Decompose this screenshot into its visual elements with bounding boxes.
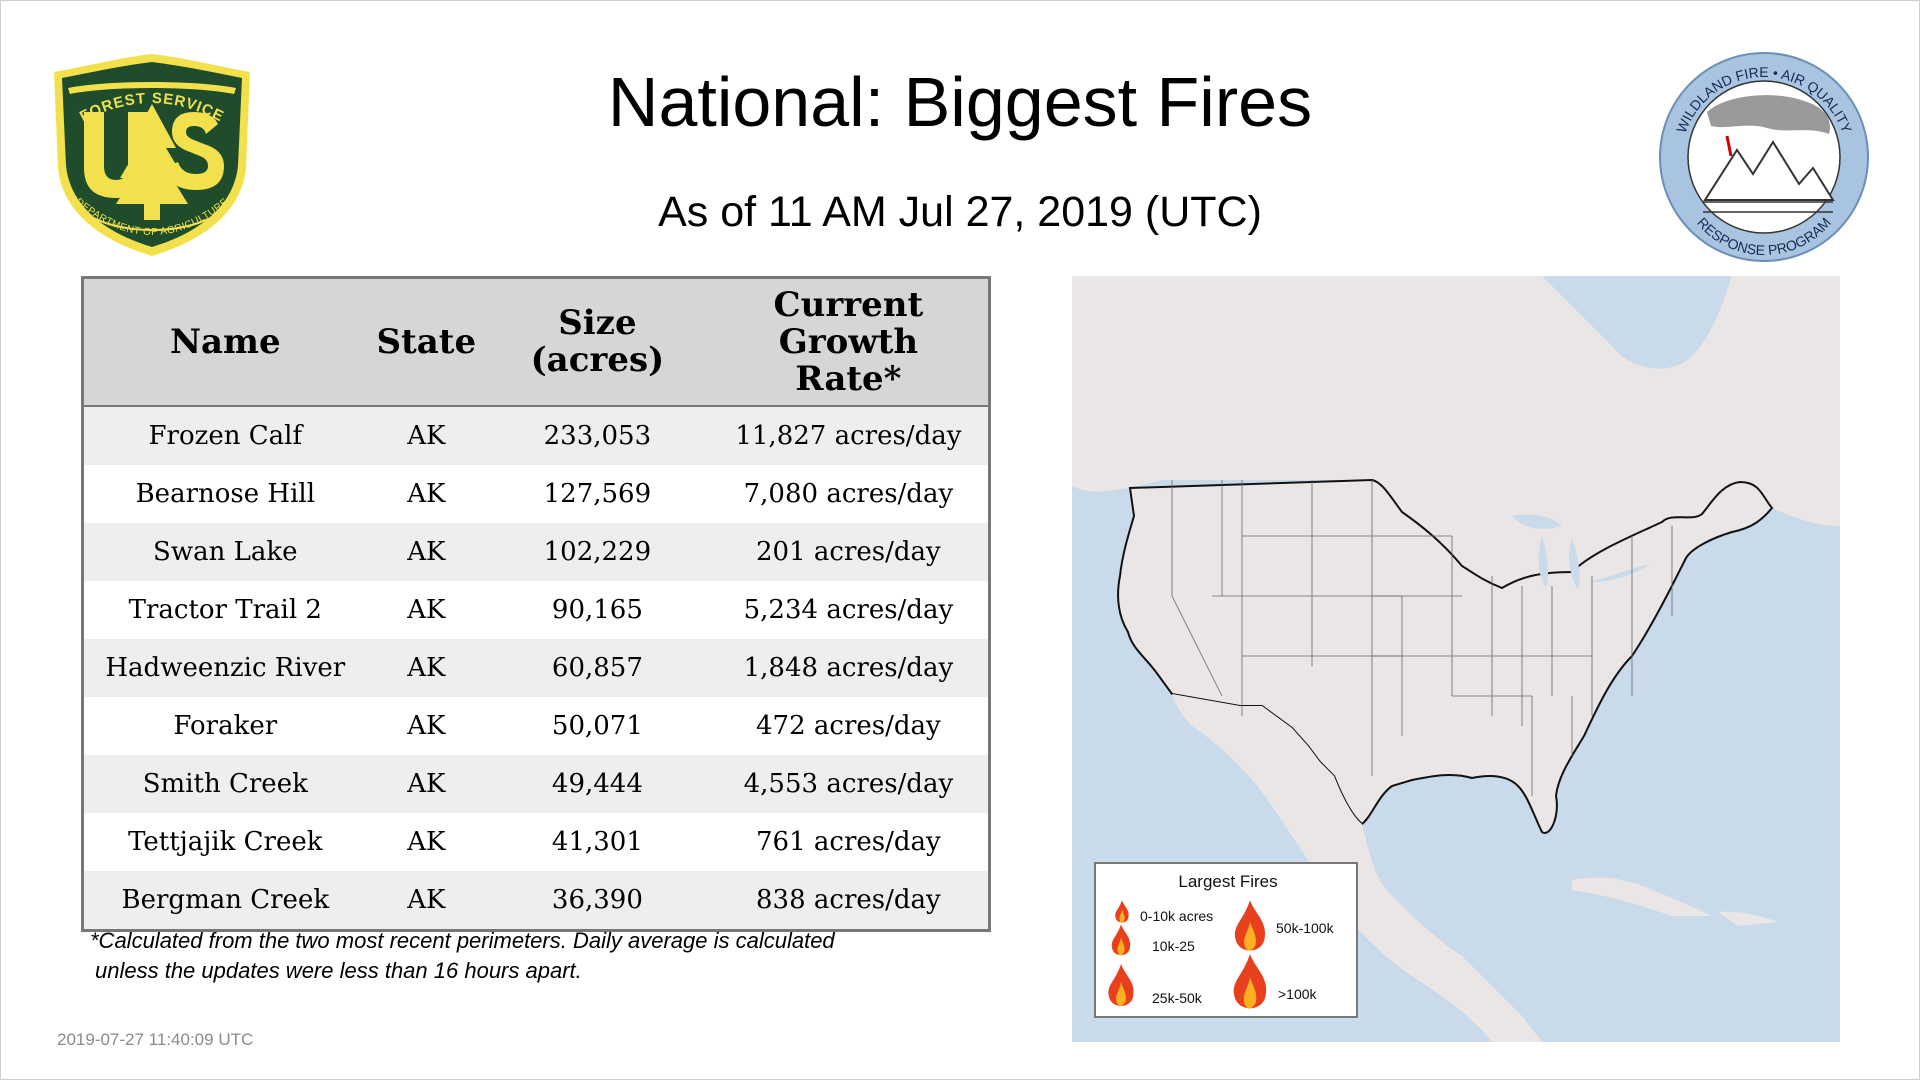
fire-name: Smith Creek [82, 755, 367, 813]
table-header-row: Name State Size (acres) Current Growth R… [82, 277, 990, 407]
fire-size: 60,857 [486, 639, 709, 697]
column-header-state: State [366, 277, 487, 407]
fire-state: AK [366, 465, 487, 523]
table-row: Frozen Calf AK 233,053 11,827 acres/day [82, 406, 990, 465]
table-row: Hadweenzic River AK 60,857 1,848 acres/d… [82, 639, 990, 697]
fire-icon [1111, 924, 1131, 956]
fire-growth-rate: 11,827 acres/day [708, 406, 990, 465]
table-row: Bearnose Hill AK 127,569 7,080 acres/day [82, 465, 990, 523]
map-land-hispaniola [1718, 911, 1778, 926]
fire-state: AK [366, 639, 487, 697]
column-header-name: Name [82, 277, 367, 407]
fire-growth-rate: 761 acres/day [708, 813, 990, 871]
footnote-line-2: unless the updates were less than 16 hou… [95, 958, 582, 983]
fire-growth-rate: 4,553 acres/day [708, 755, 990, 813]
wildland-fire-air-quality-logo: WILDLAND FIRE • AIR QUALITY RESPONSE PRO… [1659, 52, 1869, 262]
table-row: Tettjajik Creek AK 41,301 761 acres/day [82, 813, 990, 871]
header-rate-line3: Rate* [795, 358, 902, 399]
fire-size: 127,569 [486, 465, 709, 523]
fire-name: Tettjajik Creek [82, 813, 367, 871]
header-rate-line1: Current [773, 284, 924, 325]
legend-label-over-100k: >100k [1278, 986, 1317, 1002]
footnote-line-1: *Calculated from the two most recent per… [90, 928, 835, 953]
fire-growth-rate: 838 acres/day [708, 871, 990, 931]
fire-icon [1115, 900, 1129, 923]
fire-name: Frozen Calf [82, 406, 367, 465]
fire-state: AK [366, 406, 487, 465]
header-state-label: State [376, 321, 477, 362]
fire-name: Hadweenzic River [82, 639, 367, 697]
fire-growth-rate: 201 acres/day [708, 523, 990, 581]
legend-label-0-10k: 0-10k acres [1140, 908, 1214, 924]
map-land-cuba [1572, 877, 1712, 916]
header-name-label: Name [169, 321, 281, 362]
fire-state: AK [366, 755, 487, 813]
fire-icon [1234, 900, 1266, 951]
fire-icon [1108, 964, 1134, 1006]
map-state-borders [1171, 480, 1673, 796]
fire-growth-rate: 7,080 acres/day [708, 465, 990, 523]
page-subtitle: As of 11 AM Jul 27, 2019 (UTC) [658, 188, 1262, 236]
map-great-lakes [1512, 514, 1650, 590]
fire-growth-rate: 472 acres/day [708, 697, 990, 755]
fire-icon [1233, 954, 1267, 1009]
page-title: National: Biggest Fires [607, 63, 1313, 141]
fire-size: 233,053 [486, 406, 709, 465]
legend-label-25k-50k: 25k-50k [1152, 990, 1202, 1006]
forest-service-shield-logo [54, 54, 250, 256]
table-row: Tractor Trail 2 AK 90,165 5,234 acres/da… [82, 581, 990, 639]
legend-label-50k-100k: 50k-100k [1276, 920, 1334, 936]
fire-size: 41,301 [486, 813, 709, 871]
table-row: Bergman Creek AK 36,390 838 acres/day [82, 871, 990, 931]
header-rate-line2: Growth [778, 321, 919, 362]
fire-state: AK [366, 697, 487, 755]
fire-state: AK [366, 871, 487, 931]
growth-rate-footnote: *Calculated from the two most recent per… [90, 926, 970, 986]
fire-state: AK [366, 813, 487, 871]
fire-size: 36,390 [486, 871, 709, 931]
fire-size: 102,229 [486, 523, 709, 581]
fire-size: 49,444 [486, 755, 709, 813]
generated-timestamp: 2019-07-27 11:40:09 UTC [57, 1030, 254, 1049]
header-size-line2: (acres) [530, 340, 665, 380]
legend-label-10k-25: 10k-25 [1152, 938, 1195, 954]
fire-growth-rate: 1,848 acres/day [708, 639, 990, 697]
fire-size: 50,071 [486, 697, 709, 755]
table-row: Smith Creek AK 49,444 4,553 acres/day [82, 755, 990, 813]
fire-state: AK [366, 523, 487, 581]
fire-size: 90,165 [486, 581, 709, 639]
fire-name: Foraker [82, 697, 367, 755]
fire-name: Swan Lake [82, 523, 367, 581]
fire-name: Bearnose Hill [82, 465, 367, 523]
legend-title: Largest Fires [1178, 872, 1278, 891]
biggest-fires-table: Name State Size (acres) Current Growth R… [81, 276, 991, 932]
map-legend: Largest Fires 0-10k acres 10k-25 25k-50k… [1094, 862, 1358, 1018]
table-row: Foraker AK 50,071 472 acres/day [82, 697, 990, 755]
fire-growth-rate: 5,234 acres/day [708, 581, 990, 639]
map-hudson-bay [1542, 276, 1732, 369]
table-row: Swan Lake AK 102,229 201 acres/day [82, 523, 990, 581]
fire-name: Tractor Trail 2 [82, 581, 367, 639]
fire-name: Bergman Creek [82, 871, 367, 931]
header-size-line1: Size [558, 303, 637, 343]
column-header-size: Size (acres) [486, 277, 709, 407]
fire-state: AK [366, 581, 487, 639]
column-header-growth-rate: Current Growth Rate* [708, 277, 990, 407]
